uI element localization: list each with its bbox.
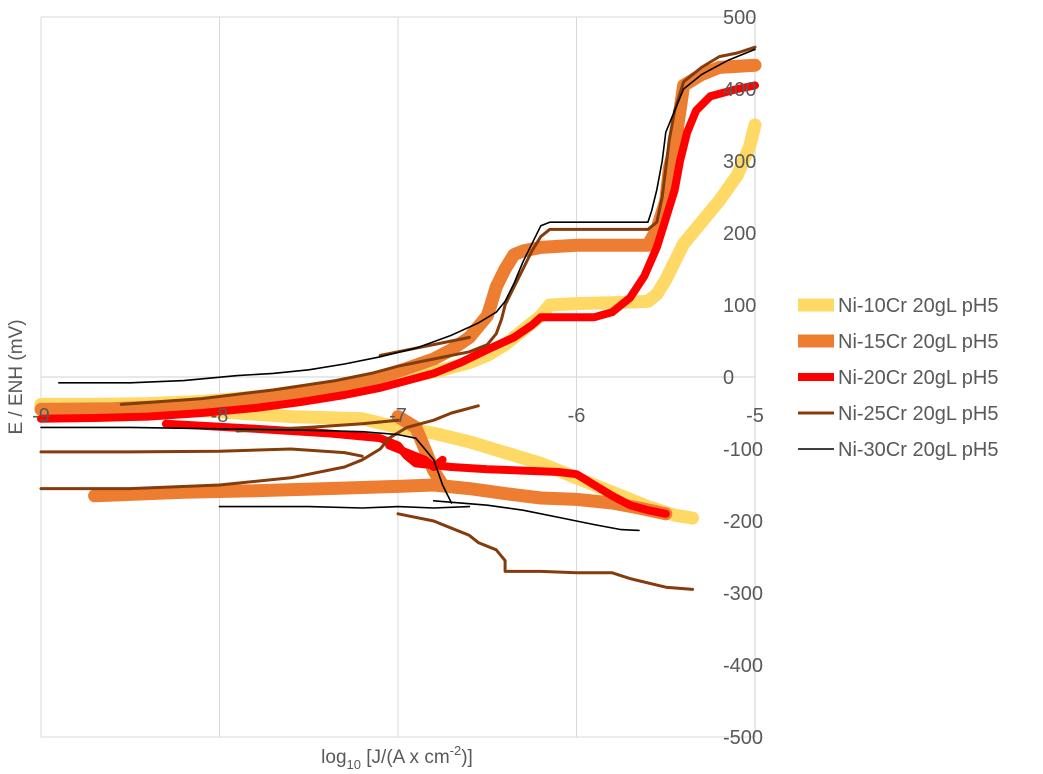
series-5 bbox=[40, 48, 756, 532]
series-layer bbox=[34, 45, 762, 591]
legend: Ni-10Cr 20gL pH5 Ni-15Cr 20gL pH5 Ni-20Cr … bbox=[798, 295, 998, 461]
series-2-segment-2 bbox=[88, 478, 673, 521]
legend-label-5: Ni-30Cr 20gL pH5 bbox=[838, 439, 998, 461]
y-tick-label-9: -400 bbox=[723, 655, 763, 677]
legend-label-2: Ni-15Cr 20gL pH5 bbox=[838, 331, 998, 353]
series-3 bbox=[37, 81, 759, 518]
x-axis-title-main: [J/(A x cm bbox=[361, 747, 450, 768]
x-axis-title-tail: )] bbox=[461, 747, 473, 768]
y-tick-label-4: 100 bbox=[723, 295, 756, 317]
x-tick-label-2: -7 bbox=[389, 405, 407, 427]
x-axis-title-subscript: 10 bbox=[347, 757, 361, 772]
series-5-segment-4 bbox=[432, 499, 640, 532]
legend-label-3: Ni-20Cr 20gL pH5 bbox=[838, 367, 998, 389]
series-3-segment-3 bbox=[385, 441, 447, 471]
legend-label-4: Ni-25Cr 20gL pH5 bbox=[838, 403, 998, 425]
y-tick-label-2: 300 bbox=[723, 151, 756, 173]
tick-layer: -9 -8 -7 -6 -5 500 400 300 200 100 0 -100 -200 -300 -4… bbox=[32, 7, 764, 749]
y-tick-label-7: -200 bbox=[723, 511, 763, 533]
y-tick-label-8: -300 bbox=[723, 583, 763, 605]
legend-label-1: Ni-10Cr 20gL pH5 bbox=[838, 295, 998, 317]
y-tick-label-3: 200 bbox=[723, 223, 756, 245]
series-3-segment-2 bbox=[161, 419, 670, 518]
x-tick-label-3: -6 bbox=[568, 405, 586, 427]
x-tick-label-0: -9 bbox=[32, 405, 50, 427]
series-4-segment-3 bbox=[39, 404, 480, 491]
series-4-segment-2 bbox=[39, 447, 364, 458]
series-3-segment-1 bbox=[37, 81, 759, 423]
series-5-segment-1 bbox=[57, 48, 756, 384]
series-2-segment-1 bbox=[34, 58, 762, 416]
x-axis-title-base: log bbox=[321, 747, 346, 768]
series-4-segment-4 bbox=[396, 512, 694, 591]
series-5-segment-3 bbox=[218, 505, 471, 509]
y-tick-label-6: -100 bbox=[723, 439, 763, 461]
y-tick-label-5: 0 bbox=[723, 367, 734, 389]
y-tick-label-0: 500 bbox=[723, 7, 756, 29]
x-tick-label-1: -8 bbox=[211, 405, 229, 427]
y-axis-title: E / ENH (mV) bbox=[6, 319, 27, 434]
x-axis-title-superscript: -2 bbox=[450, 743, 462, 758]
series-5-segment-2 bbox=[40, 426, 453, 504]
y-tick-label-10: -500 bbox=[723, 727, 763, 749]
x-tick-label-4: -5 bbox=[746, 405, 764, 427]
y-tick-label-1: 400 bbox=[723, 79, 756, 101]
x-axis-title: log10 [J/(A x cm-2)] bbox=[321, 743, 473, 772]
